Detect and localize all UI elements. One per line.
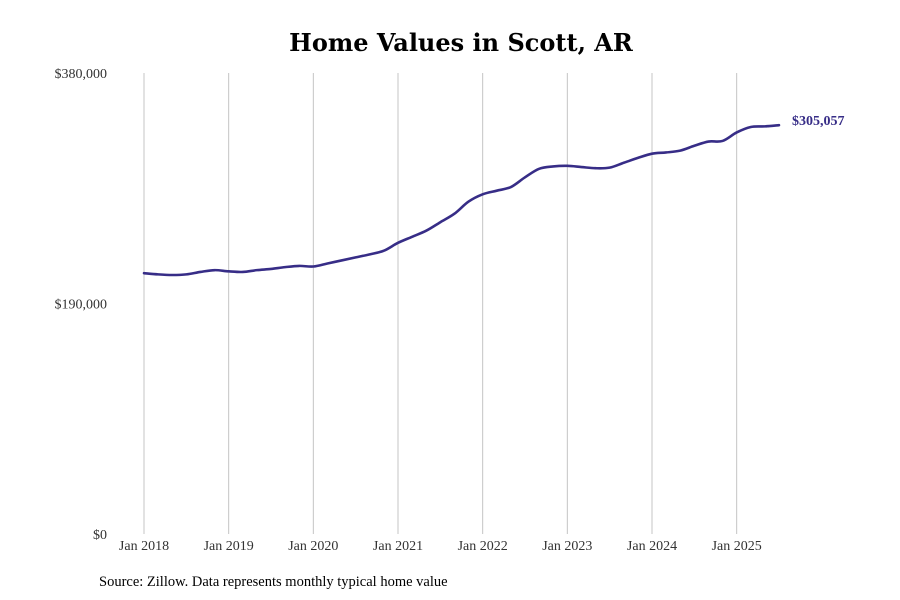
grid-lines — [143, 73, 738, 534]
y-tick-label: $190,000 — [55, 298, 108, 313]
chart-title: Home Values in Scott, AR — [289, 28, 633, 57]
series-line — [142, 123, 781, 277]
x-tick-label: Jan 2021 — [373, 539, 423, 554]
x-axis-ticks: Jan 2018 Jan 2019 Jan 2020 Jan 2021 Jan 2022… — [119, 539, 762, 554]
x-tick-label: Jan 2019 — [204, 539, 254, 554]
end-value-label: $305,057 — [792, 114, 845, 129]
x-tick-label: Jan 2023 — [542, 539, 592, 554]
y-tick-label: $0 — [93, 528, 107, 543]
x-tick-label: Jan 2024 — [627, 539, 677, 554]
x-tick-label: Jan 2020 — [288, 539, 338, 554]
x-tick-label: Jan 2025 — [712, 539, 762, 554]
x-tick-label: Jan 2018 — [119, 539, 169, 554]
y-tick-label: $380,000 — [55, 67, 108, 82]
x-tick-label: Jan 2022 — [458, 539, 508, 554]
source-note: Source: Zillow. Data represents monthly … — [99, 574, 448, 590]
y-axis-ticks: $0 $190,000 $380,000 — [55, 67, 108, 543]
